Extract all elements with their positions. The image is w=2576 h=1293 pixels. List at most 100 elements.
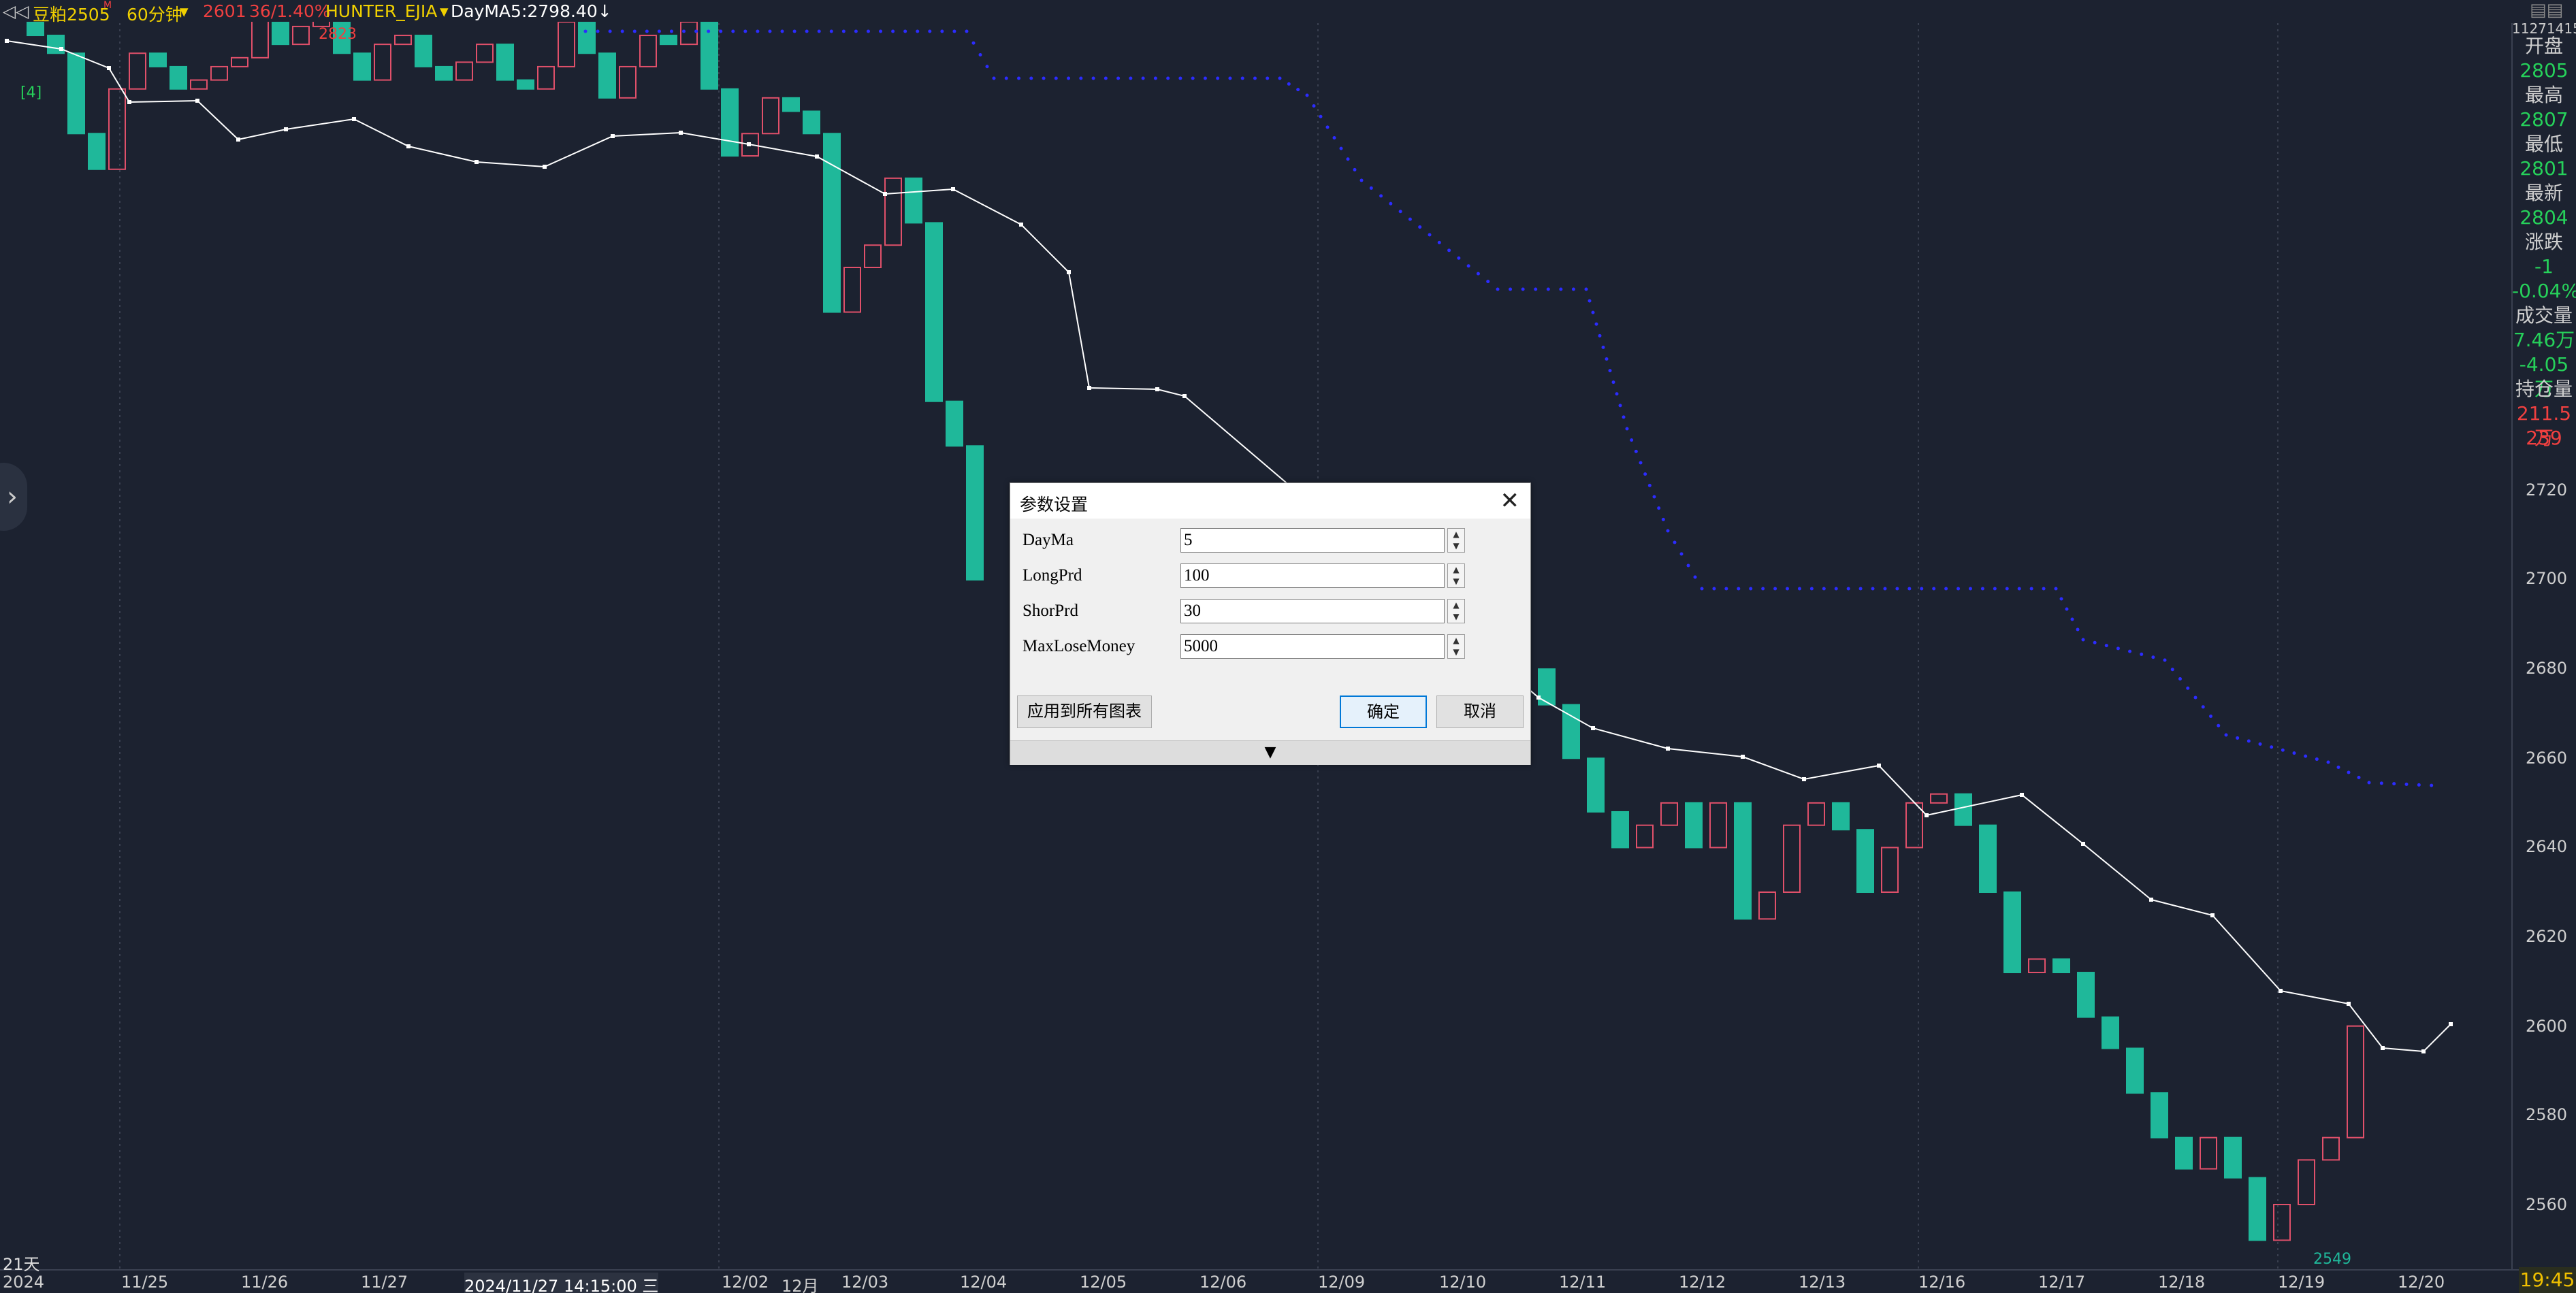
spin-up-icon[interactable]: ▲ xyxy=(1453,565,1460,574)
param-row-shorprd: ShorPrd 30 ▲ ▼ xyxy=(1010,596,1530,630)
stop-point xyxy=(1546,287,1550,291)
stop-point xyxy=(2116,646,2120,651)
shorprd-stepper[interactable]: ▲ ▼ xyxy=(1447,599,1465,623)
stop-point xyxy=(632,29,637,33)
apply-all-charts-button[interactable]: 应用到所有图表 xyxy=(1017,695,1152,728)
stop-point xyxy=(768,29,772,33)
stop-point xyxy=(1253,76,1257,80)
volume-label: 成交量 xyxy=(2515,304,2573,327)
stop-point xyxy=(1359,178,1364,182)
x-tick-label: 12/13 xyxy=(1799,1273,1846,1292)
ma-point xyxy=(747,142,751,146)
candle xyxy=(415,35,432,67)
x-tick-label: 12/17 xyxy=(2038,1273,2086,1292)
dialog-expand-bar[interactable]: ▼ xyxy=(1010,740,1530,765)
stop-point xyxy=(2326,760,2330,764)
spin-up-icon[interactable]: ▲ xyxy=(1453,600,1460,610)
stop-point xyxy=(1809,587,1814,591)
candle xyxy=(1758,891,1776,920)
stop-point xyxy=(1278,76,1282,80)
candle xyxy=(558,21,575,67)
stop-point xyxy=(1428,233,1432,237)
maxlosemoney-stepper[interactable]: ▲ ▼ xyxy=(1447,634,1465,659)
candle xyxy=(67,52,85,135)
stop-point xyxy=(1724,587,1728,591)
stop-point xyxy=(1643,472,1647,476)
y-tick-label: 2640 xyxy=(2526,837,2568,856)
chevron-down-icon[interactable]: ▾ xyxy=(440,1,449,21)
candle xyxy=(537,65,555,90)
spin-down-icon[interactable]: ▼ xyxy=(1453,647,1460,657)
dayma-stepper[interactable]: ▲ ▼ xyxy=(1447,528,1465,553)
indicator-value: DayMA5:2798.40↓ xyxy=(451,1,612,21)
back-arrows-icon[interactable]: ◁◁ xyxy=(3,1,29,21)
ma-point xyxy=(284,127,288,131)
stop-point xyxy=(1822,587,1826,591)
candle xyxy=(108,88,126,170)
param-label: ShorPrd xyxy=(1023,602,1078,620)
side-expand-button[interactable]: › xyxy=(0,463,27,531)
candle xyxy=(2151,1092,2168,1139)
stop-point xyxy=(1418,225,1422,229)
stop-point xyxy=(583,29,587,33)
window-controls-icon[interactable]: ▤▤ xyxy=(2530,0,2564,20)
ok-button[interactable]: 确定 xyxy=(1340,695,1427,728)
y-tick-label: 2720 xyxy=(2526,480,2568,500)
candle xyxy=(455,61,473,81)
ma-point xyxy=(815,154,819,159)
longprd-input[interactable]: 100 xyxy=(1180,563,1445,588)
candle xyxy=(1611,811,1629,849)
y-tick-label: 2660 xyxy=(2526,749,2568,768)
crosshair-time-label: 2024/11/27 14:15:00 三 xyxy=(464,1273,659,1293)
stop-point xyxy=(1608,369,1612,373)
spin-up-icon[interactable]: ▲ xyxy=(1453,529,1460,539)
candle xyxy=(598,52,616,99)
stop-point xyxy=(2281,748,2285,752)
stop-point xyxy=(756,29,760,33)
expand-arrow-icon[interactable]: ▼ xyxy=(1264,744,1276,761)
candle xyxy=(782,97,800,112)
period-selector[interactable]: 60分钟 xyxy=(127,5,182,24)
days-label: 21天 xyxy=(3,1255,40,1274)
shorprd-input[interactable]: 30 xyxy=(1180,599,1445,623)
dayma-input[interactable]: 5 xyxy=(1180,528,1445,553)
candle xyxy=(946,400,963,447)
high-value: 2807 xyxy=(2519,108,2569,131)
stop-point xyxy=(1305,93,1309,97)
stop-point xyxy=(1266,76,1270,80)
stop-point xyxy=(1630,438,1634,442)
quote-panel: 开盘 2805 最高 2807 最低 2801 最新 2804 涨跌 -1 -0… xyxy=(2512,34,2576,451)
ma-point xyxy=(1741,755,1745,759)
symbol-label[interactable]: 豆粕2505 xyxy=(33,5,110,24)
candle xyxy=(129,52,146,90)
stop-point xyxy=(731,29,735,33)
longprd-stepper[interactable]: ▲ ▼ xyxy=(1447,563,1465,588)
stop-point xyxy=(985,65,989,69)
stop-point xyxy=(1883,587,1887,591)
stop-point xyxy=(1679,552,1684,556)
low-value: 2801 xyxy=(2519,157,2569,180)
x-tick-label: 12/06 xyxy=(1200,1273,1247,1292)
chevron-down-icon[interactable]: ▾ xyxy=(180,1,189,21)
candle xyxy=(1709,802,1727,849)
maxlosemoney-input[interactable]: 5000 xyxy=(1180,634,1445,659)
spin-down-icon[interactable]: ▼ xyxy=(1453,612,1460,621)
stop-point xyxy=(1601,345,1605,349)
stop-point xyxy=(1486,280,1490,284)
ma-point xyxy=(1182,394,1187,398)
stop-point xyxy=(2201,705,2205,709)
close-icon[interactable]: ✕ xyxy=(1500,487,1520,514)
spin-down-icon[interactable]: ▼ xyxy=(1453,576,1460,586)
candle xyxy=(1832,802,1850,831)
spin-up-icon[interactable]: ▲ xyxy=(1453,636,1460,645)
stop-point xyxy=(669,29,673,33)
candle xyxy=(1660,802,1678,826)
stop-point xyxy=(1944,587,1948,591)
indicator-name[interactable]: HUNTER_EJIA xyxy=(325,1,438,21)
dialog-titlebar[interactable]: 参数设置 ✕ xyxy=(1010,483,1530,519)
candle xyxy=(2028,958,2046,974)
cancel-button[interactable]: 取消 xyxy=(1436,695,1524,728)
spin-down-icon[interactable]: ▼ xyxy=(1453,541,1460,551)
stop-point xyxy=(2065,607,2069,611)
